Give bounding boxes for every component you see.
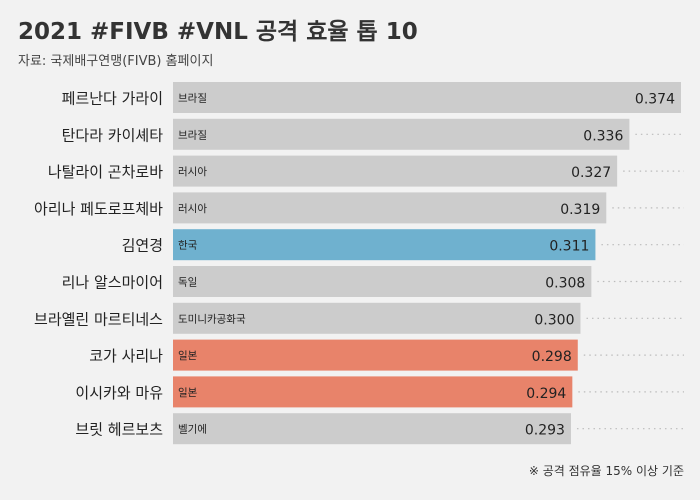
value-label: 0.298 [532,349,572,365]
bar [173,118,630,150]
bar [173,413,571,445]
country-label: 러시아 [178,203,207,215]
value-label: 0.327 [571,165,611,181]
value-label: 0.294 [526,386,566,402]
country-label: 한국 [178,240,198,252]
player-label: 탄다라 카이셰타 [62,126,164,144]
value-label: 0.293 [525,423,565,439]
value-label: 0.300 [534,312,574,328]
country-label: 일본 [178,349,198,362]
player-label: 아리나 페도로프체바 [34,200,163,218]
country-label: 벨기에 [178,424,207,436]
country-label: 브라질 [178,93,207,105]
country-label: 도미니카공화국 [178,313,246,325]
value-label: 0.311 [549,239,589,255]
bar [173,229,596,261]
player-label: 리나 알스마이어 [62,274,163,292]
bar [173,155,618,187]
country-label: 일본 [178,386,198,399]
country-label: 독일 [178,276,197,289]
player-label: 나탈라이 곤차로바 [48,163,163,181]
bar [173,82,681,113]
value-label: 0.308 [545,276,585,292]
player-label: 이시카와 마유 [75,384,163,402]
chart-title: 2021 #FIVB #VNL 공격 효율 톱 10 [18,19,418,45]
bar [173,302,581,334]
value-label: 0.319 [560,202,600,218]
player-label: 코가 사리나 [89,347,163,365]
value-label: 0.374 [635,92,675,108]
player-label: 김연경 [122,237,163,255]
player-label: 브릿 헤르보츠 [75,421,163,439]
chart-subtitle: 자료: 국제배구연맹(FIVB) 홈페이지 [18,54,214,69]
country-label: 브라질 [178,129,207,141]
bar [173,192,607,224]
country-label: 러시아 [178,166,207,178]
player-label: 페르난다 가라이 [62,90,163,108]
value-label: 0.336 [583,128,623,144]
player-label: 브라옐린 마르티네스 [34,310,163,328]
footnote: ※ 공격 점유율 15% 이상 기준 [528,464,684,478]
bar [173,339,578,371]
bar [173,266,592,297]
bar [173,376,573,408]
